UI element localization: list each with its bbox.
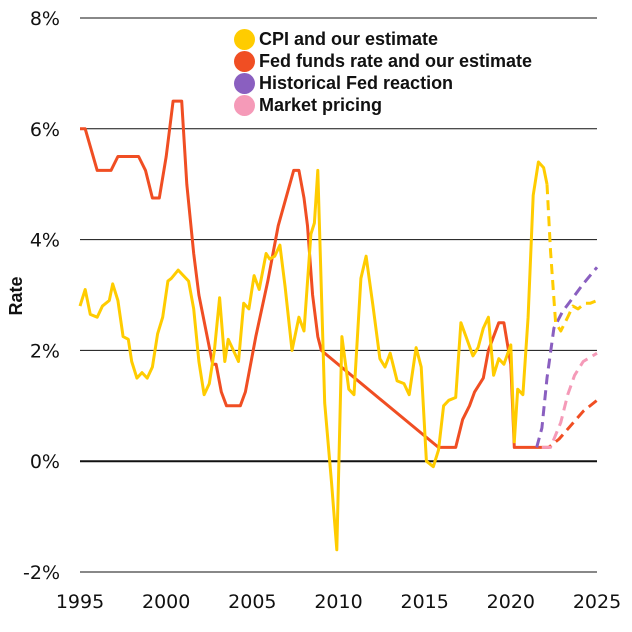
legend-item-fed-funds: Fed funds rate and our estimate	[234, 50, 532, 72]
legend: CPI and our estimate Fed funds rate and …	[234, 28, 532, 116]
series-line-market-pricing	[541, 351, 598, 449]
series-line-cpi-and-our-estimate	[78, 160, 549, 552]
x-tick-label: 2025	[573, 591, 621, 613]
series-lines	[78, 99, 599, 552]
y-tick-label: 6%	[30, 119, 60, 141]
legend-label-historical-fed: Historical Fed reaction	[259, 72, 454, 93]
y-tick-label: -2%	[23, 562, 60, 584]
x-tick-label: 2020	[487, 591, 535, 613]
legend-swatch-cpi	[234, 28, 255, 50]
x-tick-label: 2015	[400, 591, 448, 613]
series-line-fed-funds-rate-and-our-estimate-estimate	[541, 399, 598, 449]
legend-item-historical-fed: Historical Fed reaction	[234, 72, 532, 94]
legend-label-cpi: CPI and our estimate	[259, 28, 439, 49]
series-line-historical-fed-reaction	[535, 266, 599, 448]
legend-item-market-pricing: Market pricing	[234, 94, 532, 116]
y-axis-ticks: -2% 0% 2% 4% 6% 8%	[23, 8, 60, 584]
y-tick-label: 8%	[30, 8, 60, 30]
legend-swatch-market-pricing	[234, 94, 255, 116]
y-axis-title: Rate	[6, 276, 26, 315]
x-tick-label: 1995	[56, 591, 104, 613]
y-tick-label: 4%	[30, 230, 60, 252]
legend-label-fed-funds: Fed funds rate and our estimate	[259, 50, 533, 71]
series-line-fed-funds-rate-and-our-estimate	[80, 99, 542, 449]
y-tick-label: 2%	[30, 340, 60, 362]
x-tick-label: 2010	[314, 591, 362, 613]
x-tick-label: 2000	[142, 591, 190, 613]
gridlines	[80, 17, 597, 573]
x-axis-ticks: 1995 2000 2005 2010 2015 2020 2025	[56, 591, 621, 613]
x-tick-label: 2005	[228, 591, 276, 613]
legend-item-cpi: CPI and our estimate	[234, 28, 532, 50]
series-line-cpi-and-our-estimate-estimate	[545, 184, 598, 333]
legend-swatch-historical-fed	[234, 72, 255, 94]
legend-swatch-fed-funds	[234, 50, 255, 72]
legend-label-market-pricing: Market pricing	[259, 94, 383, 115]
y-tick-label: 0%	[30, 451, 60, 473]
